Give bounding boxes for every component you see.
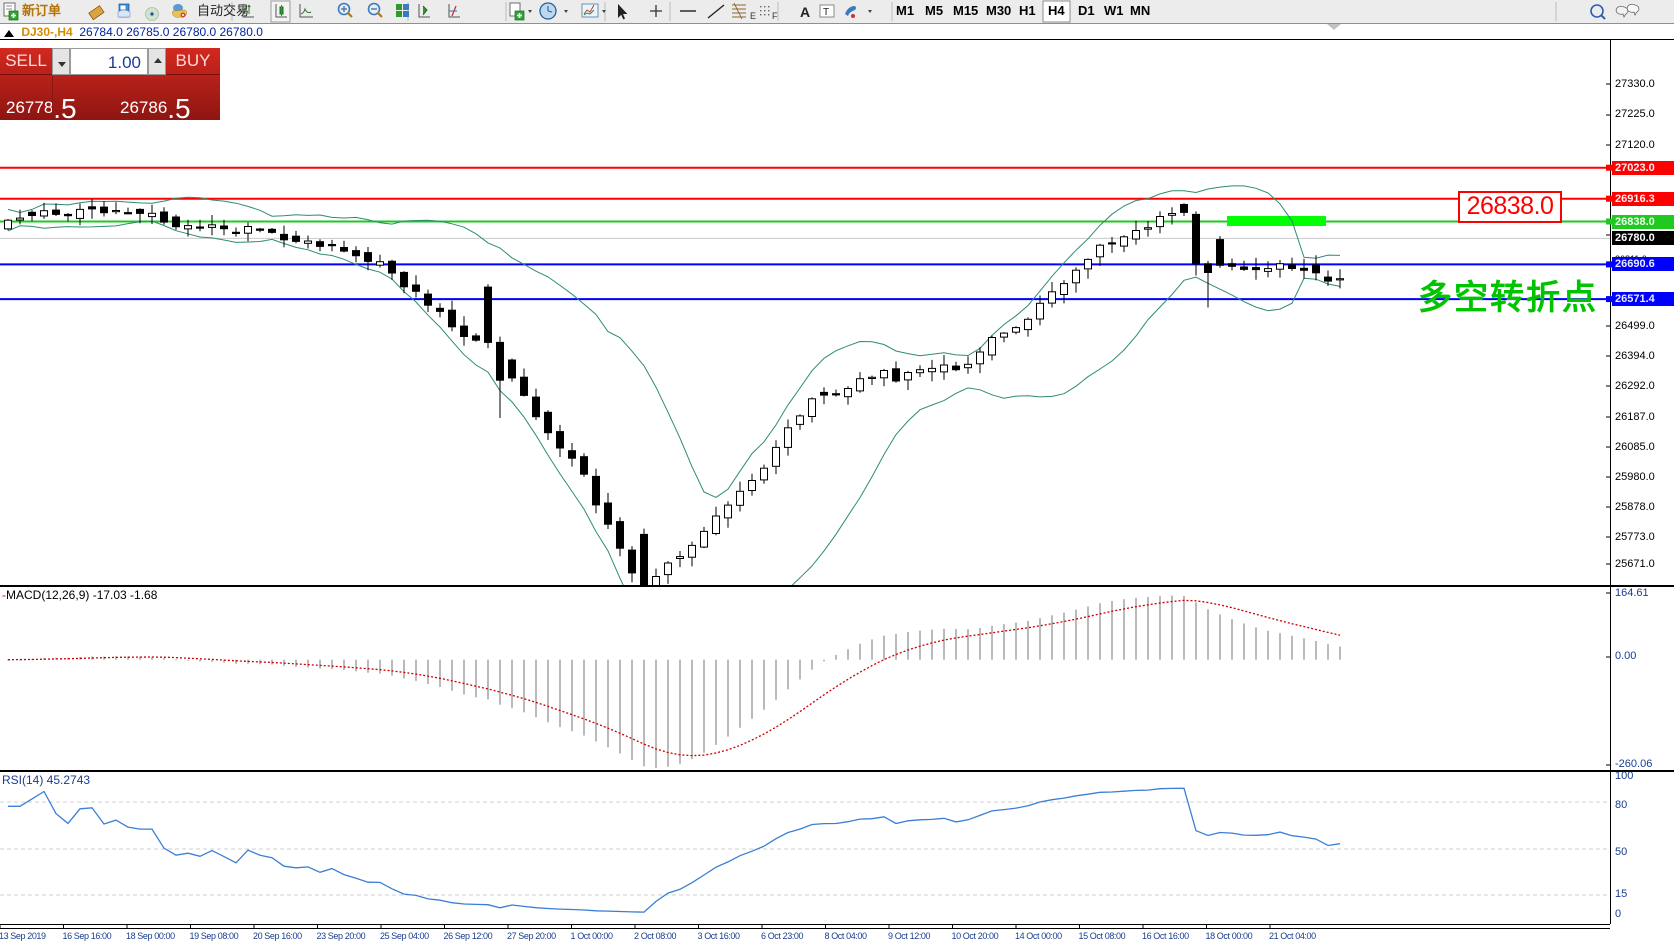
svg-text:E: E: [750, 11, 756, 21]
svg-text:A: A: [800, 4, 810, 20]
svg-text:MN: MN: [1130, 3, 1150, 18]
svg-text:W1: W1: [1104, 3, 1124, 18]
svg-text:新订单: 新订单: [22, 3, 61, 18]
svg-text:F: F: [772, 11, 778, 21]
svg-text:H4: H4: [1048, 3, 1065, 18]
svg-text:M15: M15: [953, 3, 978, 18]
svg-text:D1: D1: [1078, 3, 1095, 18]
svg-text:自动交易: 自动交易: [197, 3, 249, 18]
svg-text:H1: H1: [1019, 3, 1036, 18]
svg-text:M1: M1: [896, 3, 914, 18]
svg-text:M5: M5: [925, 3, 943, 18]
svg-text:M30: M30: [986, 3, 1011, 18]
svg-text:T: T: [823, 7, 829, 18]
